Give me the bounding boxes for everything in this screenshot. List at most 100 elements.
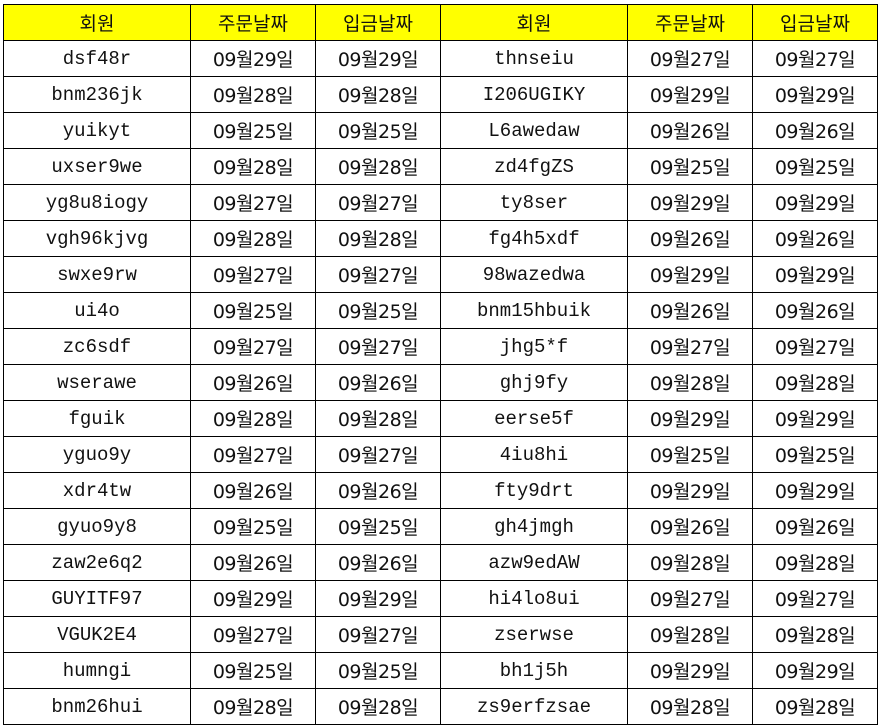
order-date-cell[interactable]: 09월25일 xyxy=(190,508,316,545)
payment-date-cell[interactable]: 09월27일 xyxy=(752,328,878,365)
payment-date-cell[interactable]: 09월27일 xyxy=(315,184,441,221)
payment-date-cell[interactable]: 09월29일 xyxy=(752,652,878,689)
payment-date-cell[interactable]: 09월25일 xyxy=(752,148,878,185)
order-date-cell[interactable]: 09월27일 xyxy=(627,40,753,77)
order-date-cell[interactable]: 09월26일 xyxy=(190,472,316,509)
member-cell[interactable]: wserawe xyxy=(3,364,191,401)
member-cell[interactable]: ui4o xyxy=(3,292,191,329)
payment-date-cell[interactable]: 09월28일 xyxy=(315,688,441,725)
member-cell[interactable]: fguik xyxy=(3,400,191,437)
payment-date-cell[interactable]: 09월28일 xyxy=(315,148,441,185)
payment-date-cell[interactable]: 09월29일 xyxy=(752,472,878,509)
payment-date-cell[interactable]: 09월29일 xyxy=(752,184,878,221)
member-cell[interactable]: zserwse xyxy=(440,616,628,653)
header-payment-date-2[interactable]: 입금날짜 xyxy=(752,4,878,41)
order-date-cell[interactable]: 09월28일 xyxy=(627,616,753,653)
member-cell[interactable]: bnm15hbuik xyxy=(440,292,628,329)
payment-date-cell[interactable]: 09월28일 xyxy=(752,364,878,401)
member-cell[interactable]: uxser9we xyxy=(3,148,191,185)
order-date-cell[interactable]: 09월28일 xyxy=(627,364,753,401)
order-date-cell[interactable]: 09월27일 xyxy=(190,436,316,473)
member-cell[interactable]: yuikyt xyxy=(3,112,191,149)
payment-date-cell[interactable]: 09월27일 xyxy=(315,328,441,365)
order-date-cell[interactable]: 09월28일 xyxy=(627,688,753,725)
member-cell[interactable]: eerse5f xyxy=(440,400,628,437)
member-cell[interactable]: zc6sdf xyxy=(3,328,191,365)
payment-date-cell[interactable]: 09월29일 xyxy=(752,256,878,293)
order-date-cell[interactable]: 09월28일 xyxy=(190,76,316,113)
payment-date-cell[interactable]: 09월26일 xyxy=(315,364,441,401)
order-date-cell[interactable]: 09월29일 xyxy=(627,184,753,221)
member-cell[interactable]: xdr4tw xyxy=(3,472,191,509)
header-member-2[interactable]: 회원 xyxy=(440,4,628,41)
member-cell[interactable]: jhg5*f xyxy=(440,328,628,365)
payment-date-cell[interactable]: 09월27일 xyxy=(315,436,441,473)
member-cell[interactable]: fty9drt xyxy=(440,472,628,509)
payment-date-cell[interactable]: 09월29일 xyxy=(315,40,441,77)
header-order-date[interactable]: 주문날짜 xyxy=(190,4,316,41)
member-cell[interactable]: hi4lo8ui xyxy=(440,580,628,617)
member-cell[interactable]: GUYITF97 xyxy=(3,580,191,617)
member-cell[interactable]: L6awedaw xyxy=(440,112,628,149)
order-date-cell[interactable]: 09월26일 xyxy=(627,508,753,545)
header-payment-date[interactable]: 입금날짜 xyxy=(315,4,441,41)
order-date-cell[interactable]: 09월29일 xyxy=(627,76,753,113)
order-date-cell[interactable]: 09월25일 xyxy=(190,112,316,149)
payment-date-cell[interactable]: 09월25일 xyxy=(315,112,441,149)
payment-date-cell[interactable]: 09월25일 xyxy=(315,652,441,689)
payment-date-cell[interactable]: 09월25일 xyxy=(315,508,441,545)
member-cell[interactable]: bh1j5h xyxy=(440,652,628,689)
order-date-cell[interactable]: 09월26일 xyxy=(190,544,316,581)
order-date-cell[interactable]: 09월25일 xyxy=(190,652,316,689)
payment-date-cell[interactable]: 09월28일 xyxy=(315,400,441,437)
order-date-cell[interactable]: 09월26일 xyxy=(190,364,316,401)
order-date-cell[interactable]: 09월28일 xyxy=(190,220,316,257)
order-date-cell[interactable]: 09월29일 xyxy=(190,580,316,617)
payment-date-cell[interactable]: 09월27일 xyxy=(752,580,878,617)
order-date-cell[interactable]: 09월28일 xyxy=(627,544,753,581)
member-cell[interactable]: fg4h5xdf xyxy=(440,220,628,257)
member-cell[interactable]: azw9edAW xyxy=(440,544,628,581)
payment-date-cell[interactable]: 09월28일 xyxy=(752,616,878,653)
payment-date-cell[interactable]: 09월29일 xyxy=(752,76,878,113)
order-date-cell[interactable]: 09월28일 xyxy=(190,688,316,725)
order-date-cell[interactable]: 09월29일 xyxy=(627,256,753,293)
member-cell[interactable]: yguo9y xyxy=(3,436,191,473)
order-date-cell[interactable]: 09월26일 xyxy=(627,220,753,257)
member-cell[interactable]: zd4fgZS xyxy=(440,148,628,185)
order-date-cell[interactable]: 09월28일 xyxy=(190,400,316,437)
member-cell[interactable]: humngi xyxy=(3,652,191,689)
order-date-cell[interactable]: 09월27일 xyxy=(190,616,316,653)
member-cell[interactable]: ty8ser xyxy=(440,184,628,221)
member-cell[interactable]: dsf48r xyxy=(3,40,191,77)
payment-date-cell[interactable]: 09월27일 xyxy=(752,40,878,77)
member-cell[interactable]: zs9erfzsae xyxy=(440,688,628,725)
order-date-cell[interactable]: 09월29일 xyxy=(627,652,753,689)
member-cell[interactable]: zaw2e6q2 xyxy=(3,544,191,581)
payment-date-cell[interactable]: 09월27일 xyxy=(315,256,441,293)
payment-date-cell[interactable]: 09월26일 xyxy=(752,220,878,257)
order-date-cell[interactable]: 09월27일 xyxy=(190,256,316,293)
payment-date-cell[interactable]: 09월26일 xyxy=(752,292,878,329)
payment-date-cell[interactable]: 09월28일 xyxy=(315,220,441,257)
payment-date-cell[interactable]: 09월26일 xyxy=(315,472,441,509)
order-date-cell[interactable]: 09월25일 xyxy=(190,292,316,329)
order-date-cell[interactable]: 09월25일 xyxy=(627,436,753,473)
payment-date-cell[interactable]: 09월26일 xyxy=(315,544,441,581)
order-date-cell[interactable]: 09월29일 xyxy=(627,400,753,437)
order-date-cell[interactable]: 09월29일 xyxy=(190,40,316,77)
order-date-cell[interactable]: 09월27일 xyxy=(190,328,316,365)
payment-date-cell[interactable]: 09월28일 xyxy=(315,76,441,113)
payment-date-cell[interactable]: 09월28일 xyxy=(752,688,878,725)
member-cell[interactable]: 4iu8hi xyxy=(440,436,628,473)
member-cell[interactable]: bnm236jk xyxy=(3,76,191,113)
payment-date-cell[interactable]: 09월26일 xyxy=(752,112,878,149)
order-date-cell[interactable]: 09월26일 xyxy=(627,112,753,149)
payment-date-cell[interactable]: 09월25일 xyxy=(315,292,441,329)
header-order-date-2[interactable]: 주문날짜 xyxy=(627,4,753,41)
payment-date-cell[interactable]: 09월27일 xyxy=(315,616,441,653)
payment-date-cell[interactable]: 09월29일 xyxy=(752,400,878,437)
order-date-cell[interactable]: 09월29일 xyxy=(627,472,753,509)
member-cell[interactable]: thnseiu xyxy=(440,40,628,77)
payment-date-cell[interactable]: 09월25일 xyxy=(752,436,878,473)
